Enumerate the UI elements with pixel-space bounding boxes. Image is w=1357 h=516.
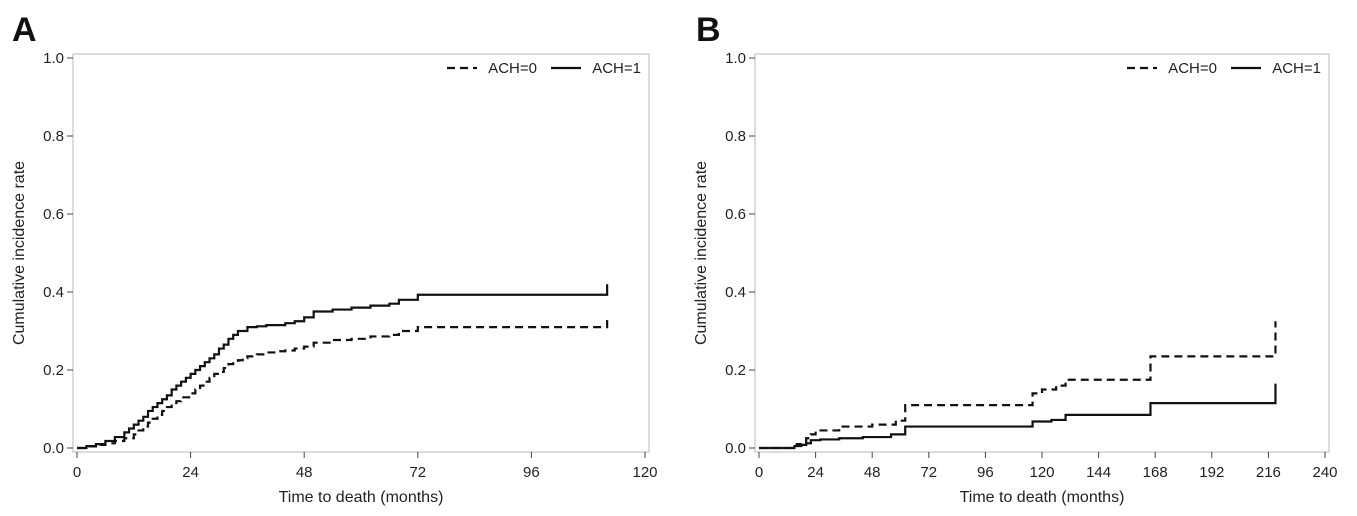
y-tick-label: 0.4: [43, 284, 64, 301]
y-tick-label: 0.6: [725, 206, 746, 223]
x-tick-label: 24: [807, 464, 824, 481]
x-tick-label: 72: [409, 464, 426, 481]
chart-panel-a: A 0 24 48 72 96 120 0.0 0.2 0.4 0.6 0.8 1.0 Time to d…: [11, 11, 658, 506]
y-tick-label: 0.2: [43, 362, 64, 379]
y-axis-title: Cumulative incidence rate: [693, 161, 710, 345]
x-tick-label: 192: [1199, 464, 1224, 481]
y-tick-label: 0.8: [725, 128, 746, 145]
x-tick-label: 216: [1256, 464, 1281, 481]
x-tick-label: 144: [1086, 464, 1111, 481]
x-axis-title: Time to death (months): [960, 489, 1125, 506]
panel-label: B: [696, 11, 721, 49]
y-tick-label: 0.8: [43, 128, 64, 145]
x-tick-label: 168: [1143, 464, 1168, 481]
x-tick-label: 96: [523, 464, 540, 481]
x-tick-label: 120: [632, 464, 657, 481]
x-tick-label: 48: [296, 464, 313, 481]
y-tick-label: 0.6: [43, 206, 64, 223]
y-axis-title: Cumulative incidence rate: [11, 161, 28, 345]
panel-label: A: [12, 11, 37, 49]
legend-label: ACH=1: [1272, 60, 1321, 77]
y-tick-label: 0.2: [725, 362, 746, 379]
x-tick-label: 24: [182, 464, 199, 481]
x-tick-label: 0: [73, 464, 81, 481]
y-tick-label: 0.0: [43, 440, 64, 457]
y-tick-label: 0.0: [725, 440, 746, 457]
x-tick-label: 240: [1312, 464, 1337, 481]
series-line-ach-0: [77, 317, 609, 450]
legend-label: ACH=1: [592, 60, 641, 77]
x-tick-label: 48: [864, 464, 881, 481]
legend-label: ACH=0: [488, 60, 537, 77]
x-tick-label: 96: [977, 464, 994, 481]
plot-frame: [72, 53, 650, 453]
series-line-ach-0: [759, 321, 1277, 450]
series-line-ach-1: [759, 383, 1277, 450]
series-line-ach-1: [77, 284, 609, 450]
x-tick-label: 0: [755, 464, 763, 481]
y-tick-label: 1.0: [725, 50, 746, 67]
y-tick-label: 0.4: [725, 284, 746, 301]
y-tick-label: 1.0: [43, 50, 64, 67]
x-tick-label: 72: [920, 464, 937, 481]
legend-label: ACH=0: [1168, 60, 1217, 77]
x-tick-label: 120: [1029, 464, 1054, 481]
chart-panel-b: B 0 24 48 72 96 120 144 168 192 216 240 0.0 0.2 0.4 0.6…: [693, 11, 1338, 506]
x-axis-title: Time to death (months): [279, 489, 444, 506]
